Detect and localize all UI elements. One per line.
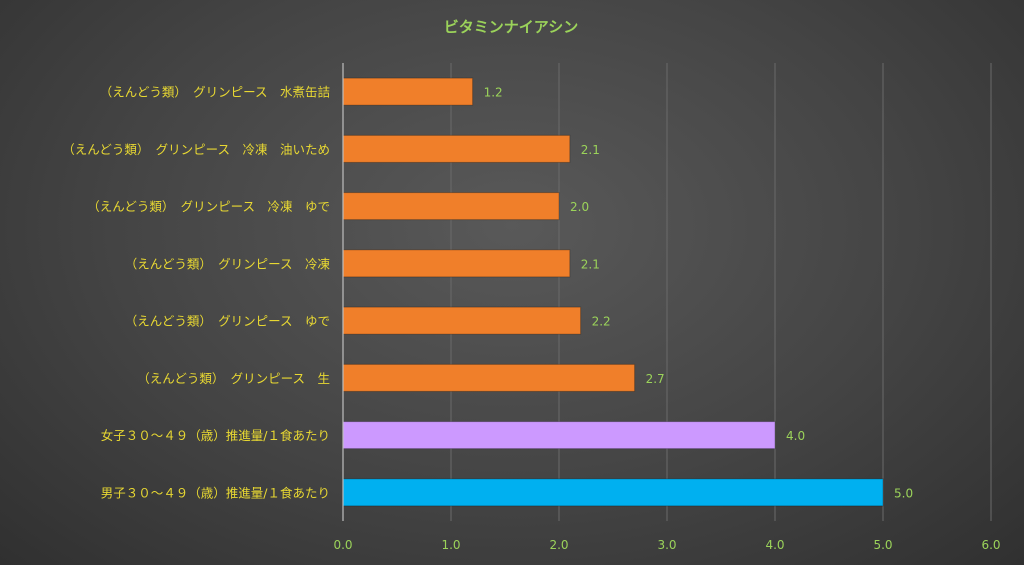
data-label: 2.2 <box>592 315 611 329</box>
x-tick-label: 6.0 <box>981 538 1000 552</box>
data-label: 2.0 <box>570 200 589 214</box>
x-tick-label: 4.0 <box>765 538 784 552</box>
x-tick-label: 2.0 <box>549 538 568 552</box>
bar <box>342 421 776 450</box>
bar <box>342 306 582 335</box>
chart-title: ビタミンナイアシン <box>444 18 578 36</box>
data-label: 5.0 <box>894 486 913 500</box>
category-label: （えんどう類） グリンピース 水煮缶詰 <box>100 85 330 100</box>
category-label: 女子３０～４９（歳）推進量/１食あたり <box>101 428 330 443</box>
x-tick-label: 1.0 <box>441 538 460 552</box>
category-label: （えんどう類） グリンピース 生 <box>137 371 330 386</box>
category-label: （えんどう類） グリンピース 冷凍 <box>125 256 331 271</box>
data-label: 2.7 <box>646 372 665 386</box>
x-tick-label: 0.0 <box>333 538 352 552</box>
x-tick-label: 5.0 <box>873 538 892 552</box>
gridlines <box>450 63 992 521</box>
category-label: （えんどう類） グリンピース ゆで <box>125 314 330 329</box>
data-label: 1.2 <box>484 86 503 100</box>
bar <box>342 192 560 221</box>
bar <box>342 134 571 163</box>
data-label: 2.1 <box>581 257 600 271</box>
x-tick-labels: 0.0 1.0 2.0 3.0 4.0 5.0 6.0 <box>333 538 1000 552</box>
bar <box>342 77 474 106</box>
category-label: （えんどう類） グリンピース 冷凍 油いため <box>62 142 330 157</box>
bar <box>342 478 884 507</box>
category-label: （えんどう類） グリンピース 冷凍 ゆで <box>87 199 330 214</box>
category-labels: （えんどう類） グリンピース 水煮缶詰 （えんどう類） グリンピース 冷凍 油いた… <box>62 85 330 501</box>
category-label: 男子３０～４９（歳）推進量/１食あたり <box>101 485 330 500</box>
bar <box>342 363 636 392</box>
bars: 1.2 2.1 2.0 2.1 2.2 2.7 4.0 5.0 <box>342 77 913 507</box>
bar <box>342 249 571 278</box>
data-label: 4.0 <box>786 429 805 443</box>
data-label: 2.1 <box>581 143 600 157</box>
x-tick-label: 3.0 <box>657 538 676 552</box>
